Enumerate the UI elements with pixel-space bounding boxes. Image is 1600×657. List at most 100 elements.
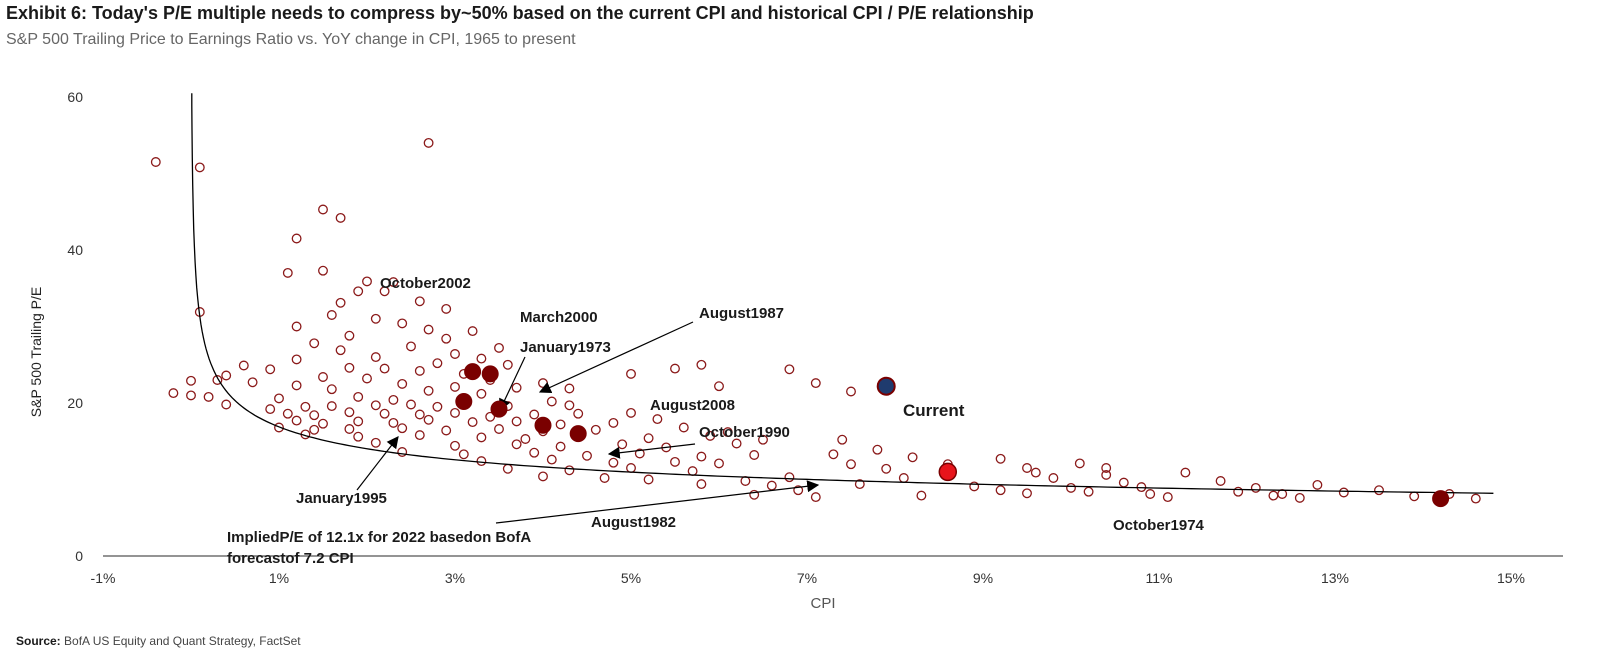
source-note: Source: BofA US Equity and Quant Strateg… xyxy=(16,634,301,648)
scatter-point xyxy=(414,365,425,376)
highlight-point-august2008 xyxy=(534,416,552,434)
label-august1982: August1982 xyxy=(591,514,676,531)
label-october1974: October1974 xyxy=(1113,517,1205,534)
scatter-point xyxy=(326,310,337,320)
scatter-point xyxy=(670,363,680,374)
annotation-labels: October2002 March2000 January1973 August… xyxy=(227,275,1205,567)
scatter-point xyxy=(379,286,390,297)
scatter-point xyxy=(494,342,504,353)
scatter-point xyxy=(749,489,760,500)
scatter-point xyxy=(370,400,381,411)
scatter-point xyxy=(520,434,531,444)
scatter-point xyxy=(318,265,328,276)
scatter-point xyxy=(511,416,522,427)
scatter-point xyxy=(309,410,320,421)
scatter-point xyxy=(617,439,628,450)
x-tick-label: 7% xyxy=(797,570,817,586)
scatter-point xyxy=(740,476,751,486)
scatter-point xyxy=(1022,463,1032,473)
scatter-point xyxy=(898,473,909,483)
scatter-point xyxy=(274,393,284,404)
scatter-point xyxy=(388,394,399,405)
scatter-point xyxy=(291,321,302,332)
highlighted-points xyxy=(455,363,1450,508)
scatter-point xyxy=(626,407,636,418)
scatter-point xyxy=(291,415,302,426)
scatter-point xyxy=(1101,463,1112,473)
y-axis-ticks: 0 20 40 60 xyxy=(67,89,83,564)
scatter-point xyxy=(1312,479,1323,490)
scatter-point xyxy=(344,424,355,434)
scatter-point xyxy=(265,404,276,415)
scatter-point xyxy=(995,485,1006,496)
x-tick-label: 9% xyxy=(973,570,993,586)
scatter-point xyxy=(784,472,795,483)
scatter-point xyxy=(186,390,196,401)
scatter-point xyxy=(414,430,425,441)
scatter-point xyxy=(555,441,566,452)
scatter-point xyxy=(1409,491,1420,502)
scatter-point xyxy=(1374,485,1384,496)
x-tick-label: -1% xyxy=(91,570,116,586)
scatter-point xyxy=(476,456,487,467)
scatter-point xyxy=(687,466,698,477)
x-tick-label: 5% xyxy=(621,570,641,586)
scatter-point xyxy=(643,433,654,444)
highlight-point-october1990 xyxy=(569,425,587,443)
x-tick-label: 11% xyxy=(1146,570,1173,586)
scatter-point xyxy=(1022,488,1032,499)
scatter-point xyxy=(1233,486,1244,497)
scatter-point xyxy=(335,212,346,223)
scatter-point xyxy=(344,330,355,341)
scatter-point xyxy=(414,296,425,307)
scatter-point xyxy=(916,490,927,501)
scatter-point xyxy=(379,408,390,419)
scatter-point xyxy=(1030,467,1041,478)
y-tick-label: 0 xyxy=(75,548,83,564)
scatter-point xyxy=(1268,490,1279,501)
highlight-point-october2002 xyxy=(464,363,482,381)
scatter-point xyxy=(353,431,364,442)
fit-curve xyxy=(191,93,1494,494)
x-axis-label: CPI xyxy=(810,595,835,612)
scatter-point xyxy=(397,447,408,457)
scatter-point xyxy=(300,401,311,412)
scatter-point xyxy=(414,409,425,420)
scatter-point xyxy=(670,456,680,467)
scatter-point xyxy=(546,454,557,465)
scatter-point xyxy=(335,297,346,308)
scatter-point xyxy=(186,375,196,386)
scatter-point xyxy=(995,453,1006,464)
scatter-point xyxy=(564,465,575,476)
scatter-point xyxy=(344,407,355,418)
scatter-point xyxy=(370,352,381,363)
scatter-point xyxy=(476,432,487,443)
arrow-august1982 xyxy=(495,480,820,524)
scatter-point xyxy=(722,427,733,438)
scatter-point xyxy=(423,137,434,148)
scatter-point xyxy=(749,450,760,460)
scatter-point xyxy=(441,333,452,344)
scatter-point xyxy=(678,422,689,433)
source-label: Source: xyxy=(16,634,61,648)
scatter-point xyxy=(291,354,302,365)
highlight-point-january1973 xyxy=(490,400,508,418)
arrow-january1973 xyxy=(499,356,526,412)
scatter-point xyxy=(1470,493,1481,504)
scatter-point xyxy=(458,449,469,460)
highlight-point-march2000 xyxy=(455,393,473,410)
scatter-point xyxy=(1083,486,1094,497)
scatter-point xyxy=(626,463,636,473)
scatter-point xyxy=(810,378,821,389)
scatter-point xyxy=(502,463,513,474)
scatter-point xyxy=(221,399,232,410)
scatter-point xyxy=(353,391,364,402)
scatter-point xyxy=(362,276,372,287)
scatter-point xyxy=(265,364,276,375)
scatter-point xyxy=(793,485,804,496)
scatter-point xyxy=(379,363,390,374)
historical-points xyxy=(150,137,1481,504)
source-text: BofA US Equity and Quant Strategy, FactS… xyxy=(64,634,301,648)
scatter-point xyxy=(388,277,399,288)
scatter-point xyxy=(546,396,557,407)
